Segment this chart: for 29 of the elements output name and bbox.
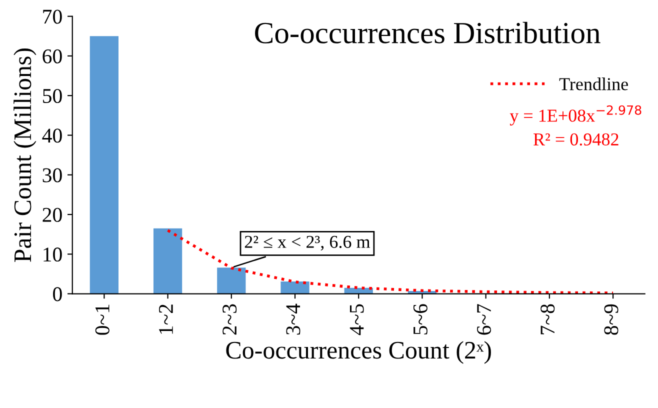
x-tick-label: 1~2 — [159, 304, 173, 334]
y-tick-label: 0 — [53, 287, 62, 302]
x-axis-title: Co-occurrences Count (2ˣ) — [226, 341, 491, 364]
y-axis-title: Pair Count (Millions) — [14, 48, 36, 262]
x-tick-label: 3~4 — [286, 304, 300, 335]
x-tick-label: 0~1 — [95, 304, 110, 335]
x-tick-label: 2~3 — [222, 304, 237, 335]
annotation: 2² ≤ x < 2³, 6.6 m — [244, 236, 370, 251]
y-tick-label: 40 — [42, 128, 62, 143]
x-tick-label: 5~6 — [413, 304, 428, 334]
legend-label: Trendline — [559, 78, 628, 90]
x-tick-label: 4~5 — [350, 304, 364, 336]
x-tick-label: 6~7 — [477, 304, 492, 335]
bar — [217, 268, 246, 294]
y-tick-label: 70 — [43, 10, 62, 24]
bar — [280, 281, 310, 294]
y-tick-label: 20 — [42, 208, 62, 222]
bar — [90, 36, 118, 294]
y-tick-label: 10 — [44, 248, 62, 262]
y-tick-label: 30 — [42, 168, 62, 182]
x-tick-label: 7~8 — [540, 304, 555, 334]
line-series — [166, 228, 614, 294]
annotation: y = 1E+08x$^{−2.978}$ — [510, 105, 642, 126]
chart-title: Co-occurrences Distribution — [255, 22, 600, 44]
y-tick-label: 60 — [42, 49, 62, 64]
annotation: R² = 0.9482 — [534, 133, 618, 146]
y-tick-label: 50 — [43, 88, 62, 104]
x-tick-label: 8~9 — [604, 304, 618, 335]
bar — [153, 228, 182, 294]
